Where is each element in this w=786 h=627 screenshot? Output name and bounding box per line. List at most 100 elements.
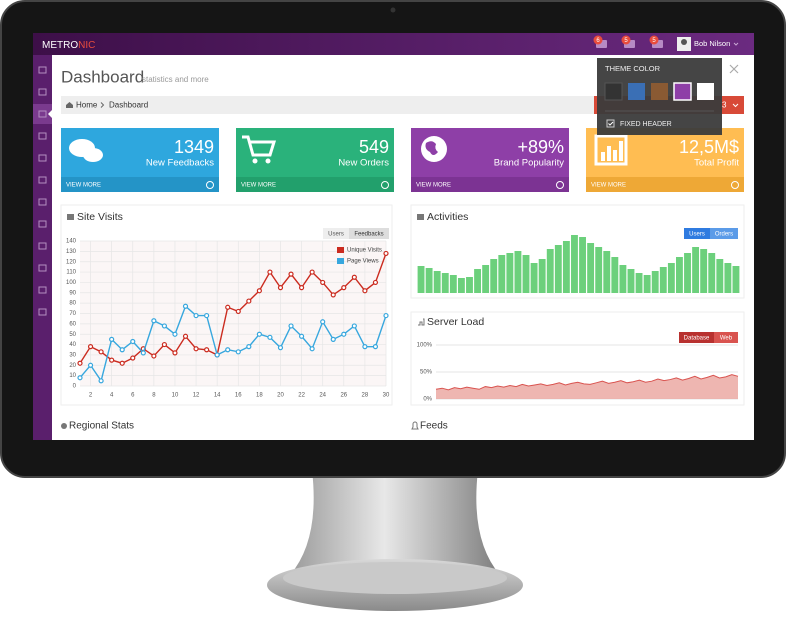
chart-toggle-button[interactable] [714, 332, 738, 343]
notification-badges: 6 5 5 [593, 35, 663, 48]
chart-toggle-label: Database [684, 336, 710, 342]
chart-toggle-button[interactable] [679, 332, 714, 343]
swatch-brown[interactable] [651, 83, 668, 100]
sidebar-icon[interactable] [38, 66, 47, 74]
x-tick-label: 28 [362, 393, 369, 399]
data-point [235, 349, 241, 355]
x-tick-label: 8 [152, 393, 156, 399]
data-point [330, 292, 336, 298]
sidebar-icon[interactable] [38, 264, 47, 272]
stat-link-icon[interactable] [206, 181, 214, 189]
data-point [383, 250, 389, 257]
stat-icon [619, 141, 623, 161]
stat-value: 12,5M$ [679, 137, 739, 157]
chart-toggle-button[interactable] [349, 228, 389, 239]
fixed-header-checkbox[interactable] [606, 119, 615, 128]
theme-close[interactable] [729, 64, 739, 74]
bar [579, 237, 586, 293]
sidebar-icon[interactable] [38, 198, 47, 206]
sidebar-icon[interactable] [38, 242, 47, 250]
bar [514, 251, 522, 293]
sidebar-icon[interactable] [38, 132, 47, 140]
chart-toggle-button[interactable] [710, 228, 738, 239]
sidebar-icon[interactable] [38, 176, 47, 184]
bar [627, 269, 635, 293]
bar [506, 253, 514, 293]
page-subtitle: statistics and more [142, 75, 209, 84]
data-point [256, 288, 262, 294]
charts: Site Visits Users Feedbacks 0 10 20 30 40 50 60 70… [66, 211, 740, 403]
theme-panel-title: THEME COLOR [605, 64, 661, 73]
stat-link-icon[interactable] [381, 181, 389, 189]
x-tick-label: 12 [193, 393, 200, 399]
bar [498, 255, 506, 293]
user-name[interactable]: Bob Nilson [694, 39, 730, 48]
stat-tile-footer [61, 177, 219, 192]
sidebar-icon[interactable] [38, 308, 47, 316]
stat-link[interactable]: VIEW MORE [66, 183, 101, 189]
stat-icon [265, 158, 271, 164]
y-tick-label: 120 [66, 259, 77, 265]
data-point [372, 344, 379, 350]
stat-link[interactable]: VIEW MORE [416, 183, 451, 189]
breadcrumb-home[interactable]: Home [76, 101, 98, 110]
sidebar-icon[interactable] [38, 88, 47, 96]
y-tick-label: 30 [69, 353, 76, 359]
stat-link[interactable]: VIEW MORE [241, 183, 276, 189]
breadcrumb-bar [61, 96, 594, 114]
sidebar-icon[interactable] [38, 220, 47, 228]
data-point [246, 298, 252, 304]
bar [716, 259, 724, 293]
sidebar-icon[interactable] [38, 286, 47, 294]
stat-icon [601, 152, 605, 161]
swatch-light[interactable] [697, 83, 714, 100]
y-tick-label: 110 [66, 270, 76, 276]
chart-toggle-label: Feedbacks [354, 232, 383, 238]
swatch-blue[interactable] [628, 83, 645, 100]
sidebar-icon[interactable] [38, 110, 47, 118]
data-point [309, 269, 315, 275]
stat-value: 549 [359, 137, 389, 157]
x-tick-label: 30 [383, 393, 390, 399]
sidebar-icon[interactable] [38, 154, 47, 162]
bar [708, 253, 716, 293]
badge-circle [649, 35, 659, 45]
data-point [172, 331, 178, 337]
stat-link[interactable]: VIEW MORE [591, 183, 626, 189]
stat-link-icon[interactable] [731, 181, 739, 189]
bar [684, 253, 691, 293]
stat-icon [607, 146, 611, 161]
bar [457, 278, 465, 293]
data-point [341, 331, 347, 337]
data-point [98, 378, 104, 384]
data-point [320, 279, 326, 286]
data-point [130, 338, 136, 345]
user-caret [733, 42, 739, 46]
data-point [256, 331, 262, 337]
checkbox-tick [608, 121, 614, 126]
bar [700, 249, 708, 293]
chart-title-icon [67, 214, 74, 220]
logo-accent: NIC [78, 40, 95, 51]
swatch-purple[interactable] [673, 82, 692, 101]
chart-title: Activities [427, 211, 468, 223]
data-point [277, 345, 284, 351]
badge-count: 5 [652, 38, 656, 44]
badge-circle [593, 35, 603, 45]
chart-toggle-button[interactable] [323, 228, 349, 239]
data-point [320, 319, 326, 325]
data-point [204, 312, 210, 319]
x-tick-label: 4 [110, 393, 114, 399]
bar [651, 271, 659, 293]
bar [546, 249, 554, 293]
bar [659, 267, 667, 293]
legend-label: Unique Visits [347, 248, 382, 254]
chart-toggle-button[interactable] [684, 228, 710, 239]
stat-link-icon[interactable] [556, 181, 564, 189]
data-point [151, 318, 157, 324]
swatch-dark[interactable] [604, 82, 623, 101]
chart-toggle-label: Orders [715, 232, 733, 238]
data-point [140, 350, 146, 356]
logo[interactable]: METRONIC [42, 40, 95, 51]
breadcrumb-sep [100, 102, 105, 108]
